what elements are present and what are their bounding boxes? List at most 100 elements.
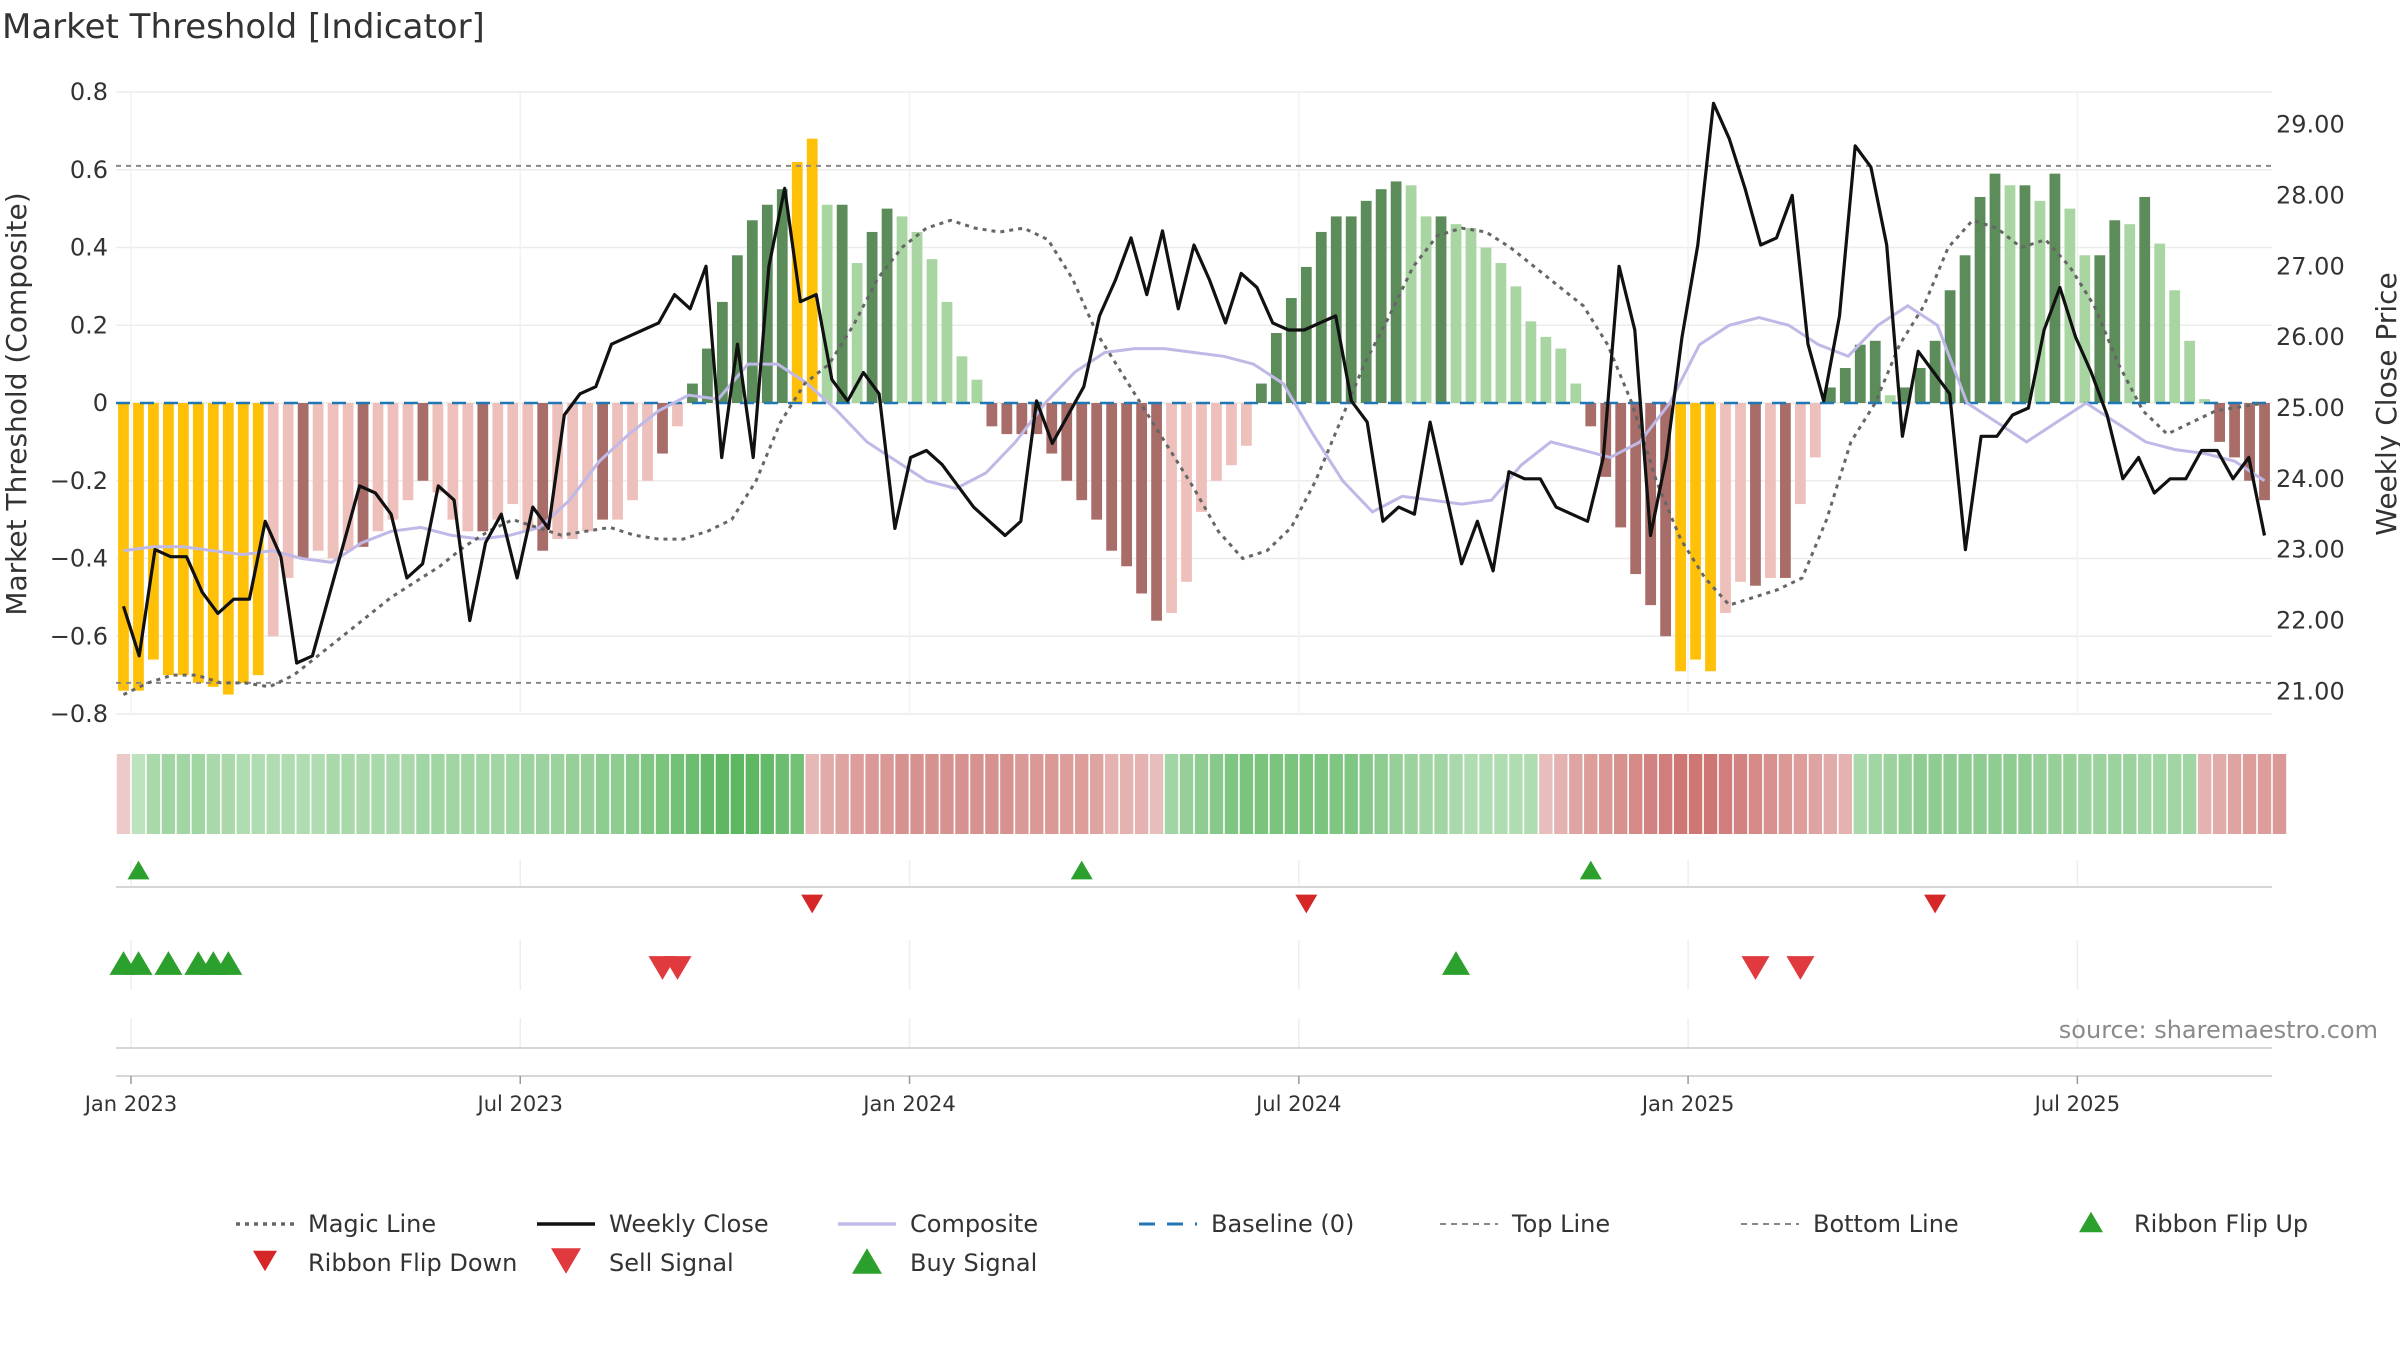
indicator-bar [192,403,204,683]
ribbon-cell [2078,754,2092,834]
legend-label: Magic Line [308,1210,436,1238]
ribbon-cell [1838,754,1852,834]
ribbon-cell [326,754,340,834]
indicator-bar [1285,298,1297,403]
indicator-bar [911,231,923,403]
indicator-bar [1780,403,1791,578]
ribbon-cell [1643,754,1658,834]
indicator-bar [1270,333,1282,403]
ribbon-cell [521,754,535,834]
indicator-bar [926,259,938,403]
ribbon-cell [1928,754,1942,834]
ribbon-cell [1194,754,1209,834]
indicator-bar [776,189,788,403]
legend-item: Baseline (0) [1139,1210,1354,1238]
indicator-bar [402,403,414,501]
x-tick-label: Jan 2025 [1640,1092,1735,1116]
source-note: source: sharemaestro.com [2059,1016,2378,1044]
ribbon-cell [1853,754,1867,834]
ribbon-cell [1464,754,1478,834]
indicator-bar [1944,290,1956,403]
ribbon-cell [491,754,505,834]
indicator-bar [836,204,848,403]
ribbon-cell [1104,754,1119,834]
indicator-bar [1645,403,1657,606]
ribbon-cell [625,754,640,834]
y-left-tick-label: −0.4 [50,545,108,573]
ribbon-cell [1718,754,1733,834]
legend-label: Sell Signal [609,1249,734,1277]
ribbon-flip-up-marker [127,860,150,880]
y-left-tick-label: 0.4 [70,234,108,262]
ribbon-cell [640,754,655,834]
ribbon-cell [161,754,176,834]
ribbon-cell [790,754,804,834]
indicator-bar [1106,403,1118,551]
legend-item: Weekly Close [537,1210,769,1238]
ribbon-cell [1030,754,1044,834]
indicator-bar [2244,403,2255,481]
indicator-bar [1345,216,1357,403]
indicator-bar [1854,344,1866,403]
indicator-bar [1720,403,1731,613]
ribbon-cell [296,754,310,834]
indicator-bar [2139,196,2151,403]
indicator-bar [896,216,908,403]
indicator-bar [866,231,878,403]
ribbon-cell [1149,754,1164,834]
indicator-bar [2034,200,2046,403]
indicator-bar [2109,220,2121,403]
ribbon-flip-down-marker [1295,894,1318,914]
indicator-bar [1031,403,1043,435]
ribbon-cell [341,754,355,834]
indicator-bar [537,403,549,551]
y-right-tick-label: 23.00 [2276,536,2345,564]
ribbon-cell [715,754,730,834]
indicator-bar [2004,185,2016,403]
ribbon-cell [1389,754,1403,834]
indicator-bar [492,403,504,520]
indicator-bar [567,403,579,540]
ribbon-cell [371,754,385,834]
indicator-bar [327,403,339,559]
indicator-bar [2124,224,2136,403]
ribbon-cell [191,754,206,834]
ribbon-cell [1539,754,1553,834]
indicator-bar [881,208,893,403]
ribbon-cell [775,754,789,834]
indicator-bar [1300,266,1312,403]
ribbon-cell [1988,754,2002,834]
ribbon-cell [940,754,954,834]
buy-signal-marker [154,951,183,975]
legend-swatch [2079,1211,2103,1233]
ribbon-cell [1943,754,1957,834]
legend-label: Top Line [1511,1210,1610,1238]
ribbon-cell [431,754,445,834]
ribbon-cell [2048,754,2062,834]
ribbon-cell [610,754,625,834]
chart-title: Market Threshold [Indicator] [2,7,485,47]
ribbon-cell [1344,754,1358,834]
ribbon-cell [1434,754,1448,834]
indicator-bar [267,403,279,637]
ribbon-cell [865,754,879,834]
legend-item: Buy Signal [852,1248,1037,1277]
indicator-bar [1420,216,1432,403]
indicator-bar [1750,403,1761,586]
indicator-bar [1255,383,1267,403]
ribbon-cell [1898,754,1912,834]
ribbon-cell [446,754,460,834]
indicator-bar [252,403,264,676]
ribbon-cell [1733,754,1748,834]
indicator-bar [1884,395,1896,403]
ribbon-cell [2257,754,2272,834]
ribbon-cell [1599,754,1613,834]
ribbon-cell [850,754,864,834]
y-left-tick-label: −0.8 [50,700,108,728]
ribbon-cell [550,754,565,834]
ribbon-cell [985,754,999,834]
indicator-bar [2154,243,2166,403]
indicator-bar [1196,403,1207,512]
indicator-bar [1570,383,1582,403]
ribbon-cell [221,754,235,834]
